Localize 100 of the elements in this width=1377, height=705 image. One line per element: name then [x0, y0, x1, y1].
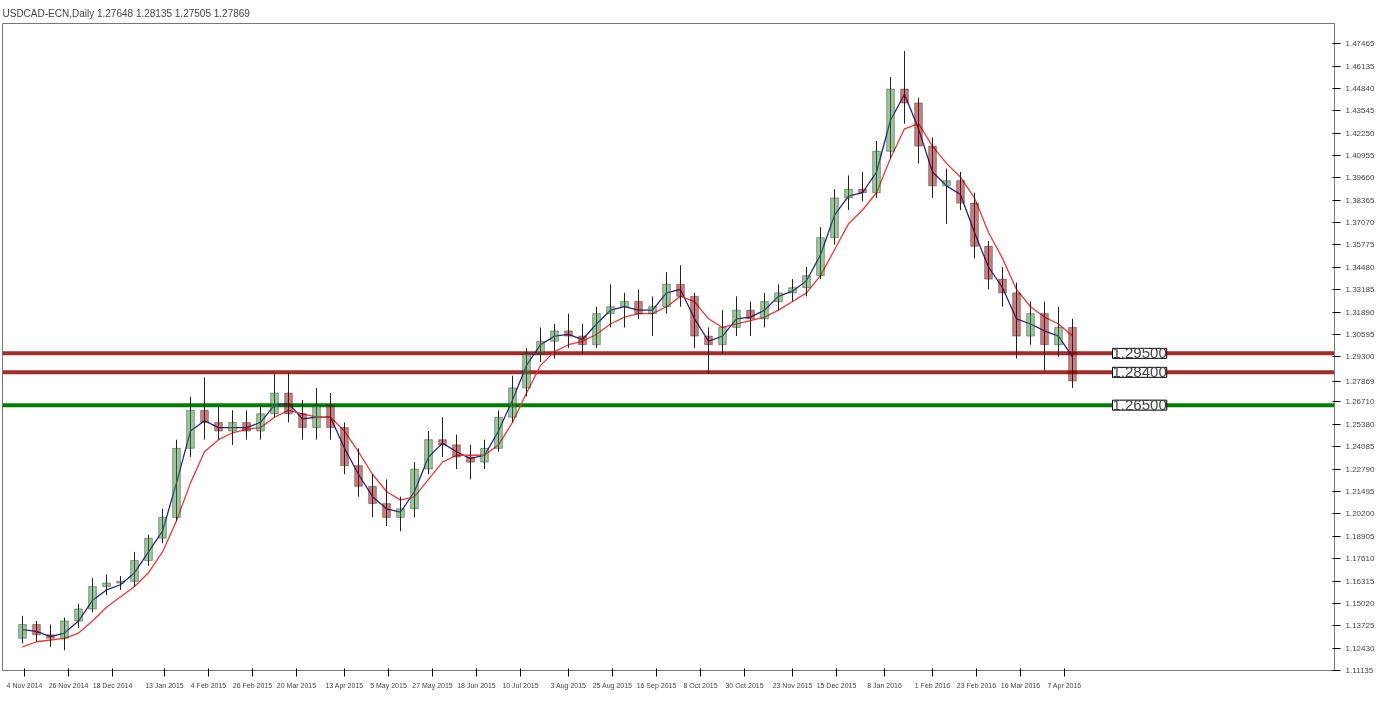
candlestick — [662, 271, 671, 315]
candlestick — [956, 171, 965, 211]
candlestick — [844, 174, 853, 211]
candlestick — [242, 409, 251, 441]
candlestick — [970, 192, 979, 259]
y-tick-label: 1.43545 — [1345, 106, 1375, 116]
candlestick — [886, 76, 895, 159]
candlestick — [914, 97, 923, 164]
candlestick — [788, 278, 797, 303]
candlestick — [466, 444, 475, 480]
candlestick — [396, 496, 405, 532]
candlestick — [872, 140, 881, 199]
candlestick — [88, 577, 97, 613]
candlestick — [1026, 301, 1035, 346]
candlestick — [326, 392, 335, 441]
candlestick — [592, 306, 601, 349]
candlestick — [536, 326, 545, 363]
candlestick — [382, 478, 391, 527]
y-tick-label: 1.31890 — [1345, 307, 1375, 317]
candlestick — [452, 434, 461, 470]
candlestick — [620, 292, 629, 328]
candlestick — [774, 283, 783, 311]
candlestick — [32, 620, 41, 643]
y-tick-label: 1.30595 — [1345, 329, 1375, 339]
y-tick-label: 1.11135 — [1345, 666, 1374, 675]
candlestick — [46, 623, 55, 648]
candlestick — [676, 264, 685, 308]
candlestick — [494, 409, 503, 453]
y-tick-label: 1.34480 — [1345, 262, 1375, 272]
candlestick — [172, 439, 181, 522]
candlestick — [564, 313, 573, 349]
chart-title: USDCAD-ECN,Daily 1.27648 1.28135 1.27505 1.27869 — [2, 7, 251, 19]
candlestick — [900, 50, 909, 125]
candlestick — [718, 309, 727, 354]
candlestick — [228, 409, 237, 446]
candlestick — [368, 473, 377, 518]
y-tick-label: 1.16315 — [1345, 576, 1375, 586]
candlestick — [704, 326, 713, 375]
candlestick — [984, 240, 993, 290]
candlestick — [1068, 318, 1077, 389]
candlestick — [1040, 301, 1049, 372]
candlestick — [508, 375, 517, 423]
y-tick-label: 1.20200 — [1345, 509, 1375, 519]
y-tick-label: 1.13725 — [1345, 621, 1375, 631]
y-tick-label: 1.33185 — [1345, 285, 1375, 295]
candlestick — [760, 292, 769, 328]
y-tick-label: 1.27869 — [1345, 377, 1375, 387]
candlestick — [928, 136, 937, 199]
candlestick — [410, 461, 419, 518]
candlestick — [214, 404, 223, 441]
y-tick-label: 1.37070 — [1345, 218, 1375, 228]
y-tick-label: 1.17610 — [1345, 554, 1375, 564]
candlestick — [284, 371, 293, 423]
candlestick — [354, 447, 363, 498]
candlestick — [116, 575, 125, 591]
candlestick — [130, 551, 139, 587]
candlestick — [858, 171, 867, 202]
candlestick — [270, 373, 279, 418]
y-tick-label: 1.12430 — [1345, 643, 1375, 653]
candlestick — [816, 226, 825, 280]
candlestick — [1054, 306, 1063, 358]
y-tick-label: 1.25380 — [1345, 420, 1375, 429]
y-tick-label: 1.29300 — [1345, 352, 1375, 362]
y-tick-label: 1.35775 — [1345, 240, 1375, 250]
candlestick — [998, 266, 1007, 308]
candlestick — [18, 615, 27, 644]
candlestick — [690, 292, 699, 349]
y-tick-label: 1.47465 — [1345, 38, 1375, 48]
candlestick — [144, 534, 153, 567]
y-tick-label: 1.44840 — [1345, 83, 1375, 93]
y-tick-label: 1.15020 — [1345, 598, 1375, 608]
candlestick — [340, 421, 349, 475]
y-tick-label: 1.22790 — [1345, 464, 1375, 474]
y-tick-label: 1.38365 — [1345, 195, 1375, 205]
candlestick — [732, 295, 741, 337]
y-tick-label: 1.46135 — [1345, 61, 1375, 71]
y-tick-label: 1.39660 — [1345, 173, 1375, 183]
candlestick — [634, 288, 643, 320]
candlestick — [60, 617, 69, 651]
candlestick — [942, 168, 951, 225]
candlestick — [200, 377, 209, 441]
candlestick — [802, 266, 811, 297]
y-tick-label: 1.18905 — [1345, 531, 1375, 541]
candlestick — [158, 508, 167, 544]
candlestick — [746, 301, 755, 337]
candlestick — [438, 416, 447, 458]
candlestick — [578, 323, 587, 354]
candlestick — [312, 387, 321, 441]
candlestick — [298, 399, 307, 441]
candlestick — [102, 573, 111, 596]
y-tick-label: 1.42250 — [1345, 128, 1375, 138]
candlestick — [1012, 282, 1021, 360]
candlestick — [186, 396, 195, 458]
candlestick — [606, 283, 615, 328]
candlestick — [256, 404, 265, 441]
candlestick — [830, 188, 839, 246]
candlestick — [522, 347, 531, 398]
candlestick — [550, 323, 559, 360]
candlestick — [424, 430, 433, 475]
candlestick — [74, 603, 83, 629]
